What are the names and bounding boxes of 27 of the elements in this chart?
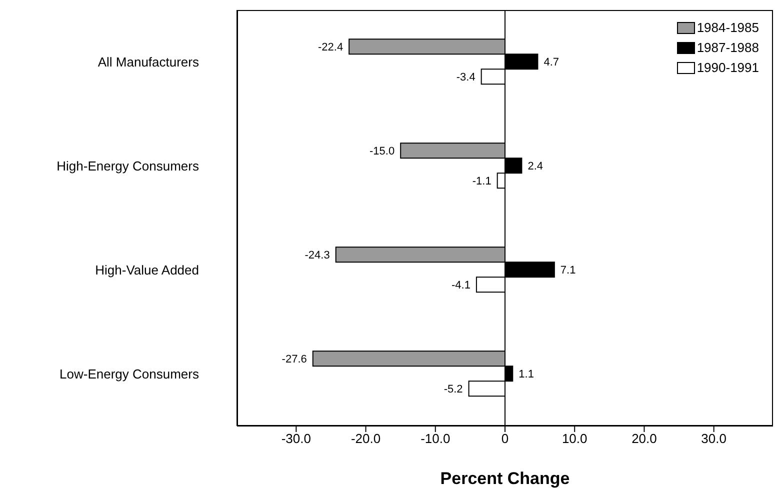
x-tick-label: 30.0: [701, 431, 726, 446]
data-label: 7.1: [560, 264, 576, 276]
legend-label: 1984-1985: [696, 20, 759, 35]
data-label: -22.4: [318, 41, 344, 54]
y-tick-label: High-Value Added: [95, 262, 199, 278]
data-label: -4.1: [451, 279, 470, 292]
data-label: 4.7: [544, 56, 560, 68]
data-label: -3.4: [456, 71, 476, 84]
data-label: -15.0: [370, 145, 395, 158]
data-label: -24.3: [304, 249, 330, 262]
data-label: -5.2: [444, 383, 463, 396]
legend-label: 1990-1991: [696, 60, 759, 75]
y-tick-label: All Manufacturers: [98, 54, 200, 70]
x-tick-label: -30.0: [281, 431, 311, 446]
y-tick-label: Low-Energy Consumers: [60, 366, 200, 382]
data-label: -1.1: [472, 175, 492, 188]
x-axis-title: Percent Change: [440, 469, 570, 488]
x-tick-label: -10.0: [420, 431, 450, 446]
x-tick-label: 10.0: [562, 431, 588, 446]
x-tick-label: -20.0: [350, 431, 381, 446]
x-tick-label: 20.0: [632, 431, 657, 446]
data-label: -27.6: [282, 353, 307, 366]
data-label: 2.4: [528, 160, 544, 172]
x-tick-label: 0: [501, 431, 509, 446]
data-label: 1.1: [518, 368, 534, 380]
legend-label: 1987-1988: [696, 40, 759, 55]
y-tick-label: High-Energy Consumers: [56, 158, 200, 174]
